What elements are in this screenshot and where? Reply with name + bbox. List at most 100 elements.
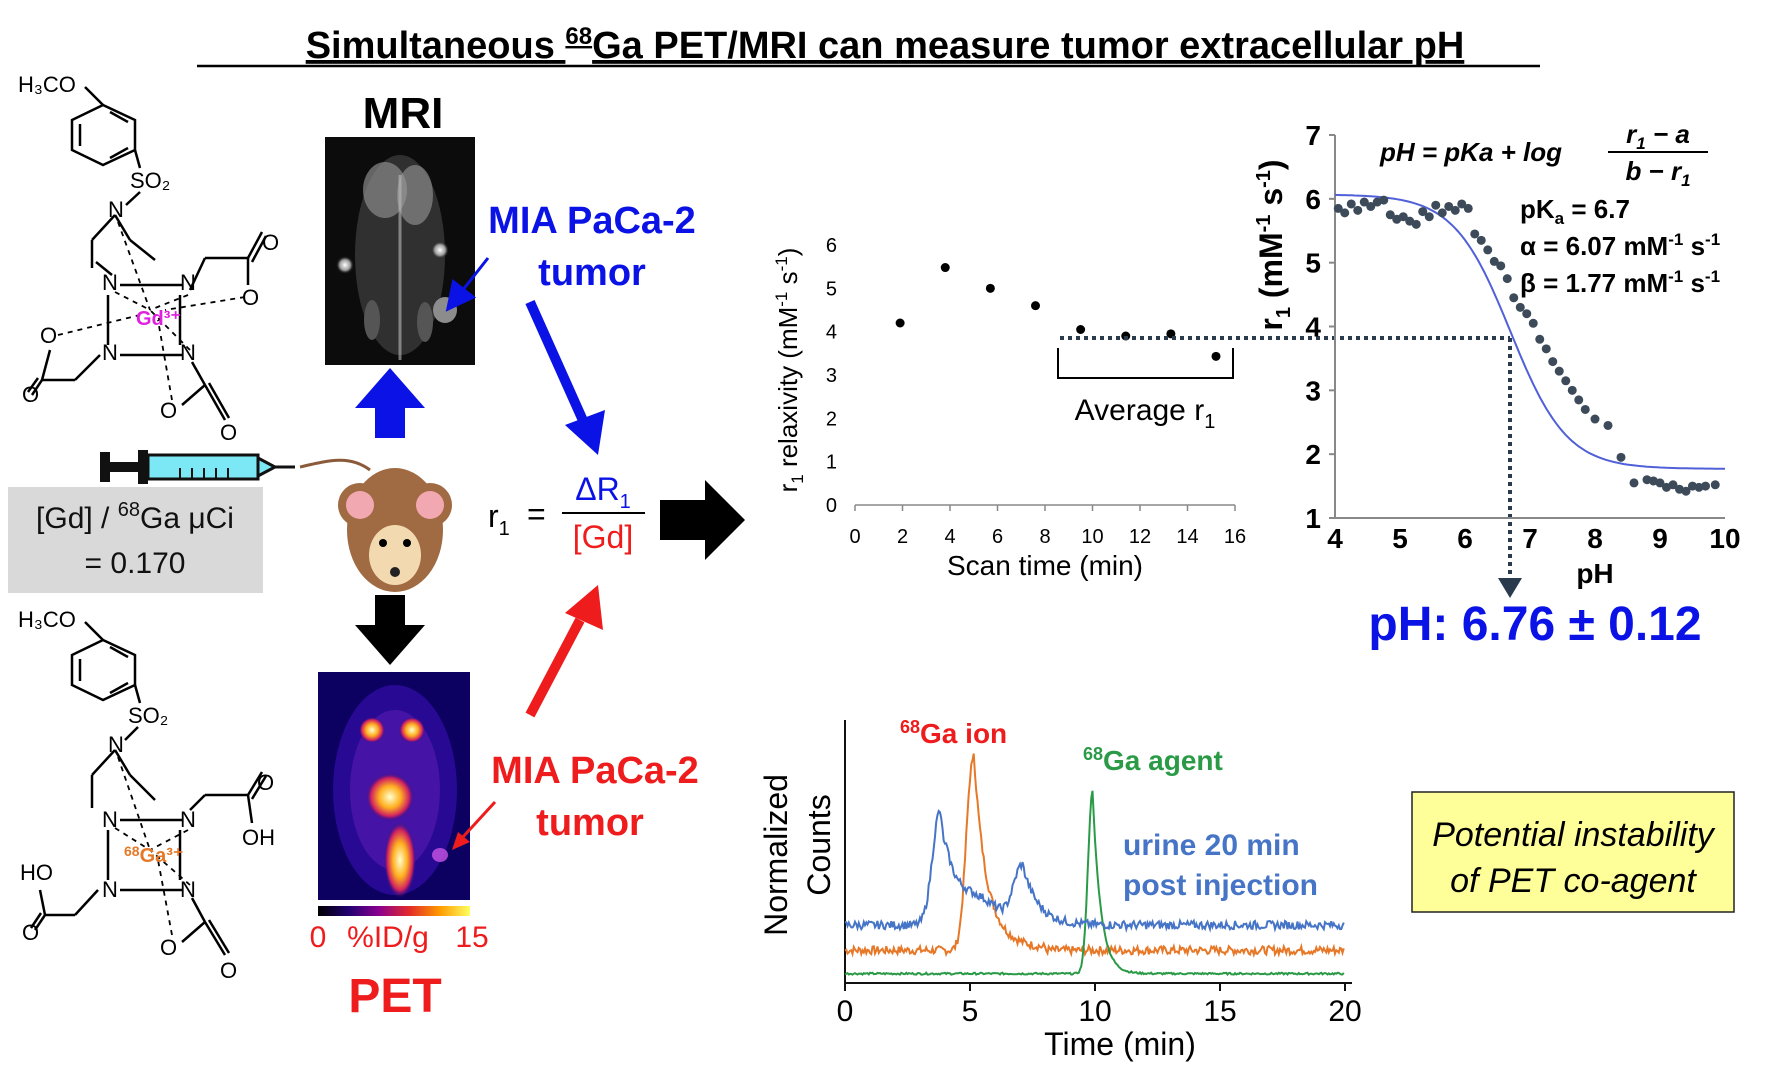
param-beta: β = 1.77 mM-1 s-1 (1520, 267, 1720, 298)
equation-lhs: r1 (488, 498, 510, 540)
r1-ph-chart: 4 5 6 7 8 9 10 1 2 3 4 5 6 7 pH r1 (mM-1 s-1) pH = pK… (1253, 119, 1741, 589)
chart2-data-point (1379, 195, 1389, 205)
ga-oh-label: OH (242, 825, 275, 850)
chart2-y-label: r1 (mM-1 s-1) (1253, 159, 1295, 330)
ratio-line-2: = 0.170 (85, 547, 186, 580)
chart2-data-point (1580, 404, 1590, 414)
chart2-data-point (1366, 201, 1376, 211)
chart2-x-tick-label: 9 (1652, 523, 1668, 554)
chart1-data-point (895, 318, 905, 328)
ga-o-label-1: O (257, 770, 274, 795)
mri-to-equation-arrow (525, 299, 605, 455)
chart3-x-tick-label: 20 (1328, 995, 1361, 1028)
note-line-2: of PET co-agent (1450, 862, 1697, 900)
ratio-box (8, 487, 263, 593)
chart2-y-tick-label: 2 (1305, 439, 1321, 470)
ga-ho-label: HO (20, 860, 53, 885)
mri-tumor-pointer (445, 257, 490, 312)
gd-o-label-5: O (160, 398, 177, 423)
chart2-data-point (1603, 420, 1613, 430)
chart3-x-tick-label: 10 (1078, 995, 1111, 1028)
pet-tumor-label-2: tumor (536, 802, 644, 844)
chart3-series-line (844, 753, 1345, 959)
mri-image (325, 137, 475, 365)
instability-note-box (1411, 791, 1735, 913)
pet-down-arrow (355, 595, 425, 665)
chart2-data-point (1561, 376, 1571, 386)
chart2-data-point (1710, 480, 1720, 490)
chart2-x-tick-label: 5 (1392, 523, 1408, 554)
chart2-x-tick-label: 4 (1327, 523, 1343, 554)
chart2-data-point (1681, 486, 1691, 496)
chart1-x-tick-label: 14 (1176, 526, 1198, 548)
chart2-data-point (1701, 481, 1710, 491)
chart2-data-point (1668, 480, 1678, 490)
pet-scale-max: 15 (455, 921, 488, 954)
ga-o-label-2: O (22, 920, 39, 945)
ga-h3co-label: H₃CO (18, 607, 76, 632)
chart2-data-point (1548, 357, 1558, 367)
pet-tumor-label-1: MIA PaCa-2 (491, 750, 699, 792)
chart2-data-point (1522, 309, 1532, 319)
chart2-data-point (1385, 210, 1395, 220)
chart2-data-point (1424, 212, 1434, 222)
ga-complex-structure (29, 621, 268, 956)
chart2-data-point (1655, 478, 1665, 488)
chart2-x-tick-label: 7 (1522, 523, 1538, 554)
chart1-y-tick-label: 2 (826, 408, 837, 430)
chart2-data-point (1353, 205, 1363, 215)
gd-n-label-1: N (102, 270, 118, 295)
chart2-data-point (1450, 205, 1460, 215)
chart2-data-point (1541, 344, 1551, 354)
chart2-x-tick-label: 6 (1457, 523, 1473, 554)
chart2-data-point (1437, 208, 1447, 218)
gd-complex-structure (26, 86, 268, 421)
gd-metal-label: Gd³⁺ (136, 308, 181, 330)
chart2-y-tick-label: 3 (1305, 375, 1321, 406)
ph-result: pH: 6.76 ± 0.12 (1368, 598, 1701, 651)
chart2-y-tick-label: 1 (1305, 503, 1321, 534)
chart2-x-tick-label: 10 (1709, 523, 1740, 554)
chart2-data-point (1431, 200, 1441, 210)
average-r1-label: Average r1 (1075, 394, 1216, 433)
gd-o-label-1: O (262, 230, 279, 255)
chart1-data-point (985, 283, 995, 293)
chart1-x-tick-label: 10 (1081, 526, 1103, 548)
chart1-x-tick-label: 8 (1039, 526, 1050, 548)
chart1-x-tick-label: 6 (992, 526, 1003, 548)
gd-so2-label: SO₂ (130, 168, 170, 193)
chart2-y-tick-label: 6 (1305, 184, 1321, 215)
chart2-data-point (1496, 261, 1506, 271)
chart2-data-point (1590, 414, 1600, 424)
chart1-y-tick-label: 6 (826, 235, 837, 257)
chart2-data-point (1359, 197, 1369, 207)
chart2-y-tick-label: 7 (1305, 120, 1321, 151)
gd-n-label-2: N (180, 270, 196, 295)
figure-title: Simultaneous 68Ga PET/MRI can measure tu… (306, 23, 1465, 67)
chart2-y-tick-label: 5 (1305, 248, 1321, 279)
chart2-data-point (1574, 395, 1584, 405)
chart2-data-point (1483, 245, 1493, 255)
gd-n-label-4: N (180, 340, 196, 365)
formula-numerator: r1 − a (1626, 119, 1690, 153)
chart1-data-point (940, 263, 950, 273)
chart3-x-tick-label: 15 (1203, 995, 1236, 1028)
equation-numerator: ΔR1 (575, 471, 631, 513)
chart1-y-tick-label: 1 (826, 452, 837, 474)
chart2-data-point (1463, 203, 1473, 213)
chart3-series-line (844, 809, 1345, 934)
ratio-line-1: [Gd] / 68Ga μCi (36, 499, 234, 535)
chart2-data-point (1346, 199, 1356, 209)
gd-o-label-6: O (220, 420, 237, 445)
chart2-data-point (1444, 201, 1454, 211)
pet-colorbar (318, 906, 470, 916)
ga-n-label-1: N (102, 807, 118, 832)
gd-h3co-label: H₃CO (18, 72, 76, 97)
gd-o-label-3: O (40, 323, 57, 348)
chart2-data-point (1554, 366, 1564, 376)
mri-label: MRI (363, 89, 444, 138)
chart3-series-line (844, 790, 1345, 977)
ga-n-label-top: N (108, 732, 124, 757)
syringe-icon (100, 450, 295, 484)
